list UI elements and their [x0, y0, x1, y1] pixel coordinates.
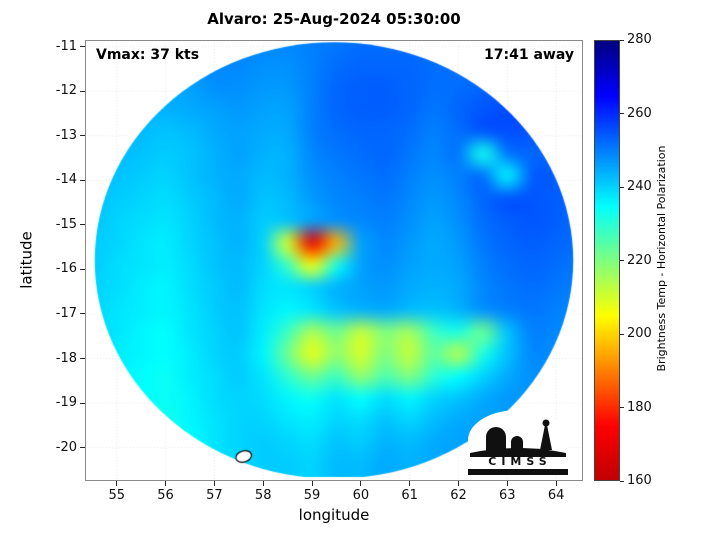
x-tick-mark — [165, 481, 167, 486]
y-axis-label: latitude — [17, 231, 36, 289]
x-tick-mark — [506, 481, 508, 486]
colorbar-tick-label: 260 — [627, 105, 652, 121]
y-tick-label: -11 — [55, 38, 77, 54]
vmax-annotation: Vmax: 37 kts — [96, 47, 200, 63]
x-tick-mark — [458, 481, 459, 486]
y-tick-mark — [80, 268, 85, 270]
y-tick-label: -12 — [55, 83, 77, 99]
x-tick-label: 62 — [450, 488, 467, 503]
cimss-logo: CIMSS — [468, 410, 568, 475]
x-tick-mark — [213, 481, 215, 486]
colorbar-tick-mark — [620, 407, 624, 408]
colorbar-tick-mark — [620, 333, 624, 335]
y-tick-mark — [80, 402, 85, 404]
y-tick-mark — [80, 135, 85, 137]
y-tick-mark — [80, 313, 85, 315]
x-tick-mark — [555, 481, 557, 486]
colorbar-tick-mark — [620, 186, 624, 188]
heatmap-canvas — [85, 40, 583, 481]
x-tick-mark — [360, 481, 362, 486]
logo-tower — [540, 425, 552, 450]
x-tick-label: 61 — [401, 488, 418, 503]
x-tick-label: 55 — [108, 488, 125, 503]
colorbar-tick-label: 160 — [627, 473, 652, 488]
x-tick-label: 63 — [499, 488, 516, 503]
colorbar-tick-mark — [620, 480, 624, 482]
y-tick-label: -14 — [55, 172, 77, 188]
x-tick-label: 57 — [206, 488, 223, 503]
y-tick-label: -15 — [55, 216, 77, 232]
y-tick-label: -16 — [55, 261, 77, 277]
logo-dome-small-base — [511, 442, 523, 451]
colorbar-tick-label: 280 — [627, 32, 652, 47]
x-tick-label: 58 — [254, 488, 272, 503]
x-tick-mark — [262, 481, 264, 486]
x-tick-mark — [409, 481, 411, 486]
logo-dome-large-base — [486, 437, 506, 451]
y-tick-mark — [80, 447, 85, 449]
y-tick-label: -20 — [55, 439, 77, 455]
x-tick-mark — [311, 481, 313, 486]
x-tick-label: 64 — [547, 488, 565, 503]
colorbar-tick-label: 200 — [627, 326, 652, 341]
y-tick-label: -19 — [55, 395, 77, 411]
logo-bottom-bar — [468, 469, 568, 475]
y-tick-label: -13 — [55, 127, 77, 143]
colorbar-canvas — [594, 40, 620, 481]
colorbar-tick-mark — [620, 113, 624, 114]
y-tick-mark — [80, 224, 85, 226]
x-tick-mark — [116, 481, 118, 486]
x-tick-label: 56 — [157, 488, 174, 503]
y-tick-mark — [80, 90, 85, 92]
colorbar-tick-label: 240 — [627, 179, 652, 194]
logo-tower-dish-icon — [542, 419, 550, 427]
y-tick-mark — [80, 46, 85, 48]
colorbar-tick-mark — [620, 260, 624, 261]
colorbar-tick-label: 180 — [627, 399, 652, 415]
logo-text: CIMSS — [488, 455, 551, 468]
x-tick-label: 60 — [352, 488, 370, 503]
colorbar-tick-label: 220 — [627, 252, 652, 268]
x-tick-label: 59 — [303, 488, 321, 503]
y-tick-label: -18 — [55, 350, 77, 366]
y-tick-mark — [80, 358, 85, 359]
y-tick-label: -17 — [55, 305, 77, 321]
logo-text-band — [474, 454, 562, 467]
time-away-annotation: 17:41 away — [484, 47, 574, 63]
colorbar-tick-mark — [620, 39, 624, 41]
x-axis-label: longitude — [298, 506, 370, 524]
plot-title: Alvaro: 25-Aug-2024 05:30:00 — [207, 10, 461, 28]
y-tick-mark — [80, 179, 85, 181]
